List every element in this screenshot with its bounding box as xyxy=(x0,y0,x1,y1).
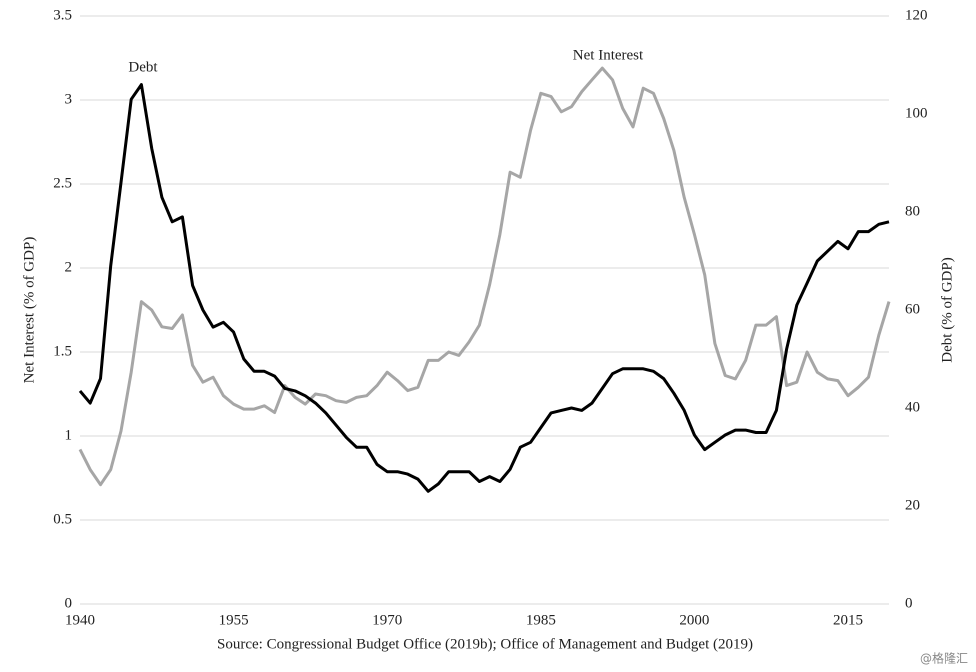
y2-tick-label: 40 xyxy=(905,399,920,415)
y2-tick-label: 20 xyxy=(905,497,920,513)
watermark: @格隆汇 xyxy=(920,651,968,666)
y2-axis-label: Debt (% of GDP) xyxy=(939,257,955,362)
series-annotation: Debt xyxy=(128,59,158,75)
y2-tick-label: 120 xyxy=(905,7,928,23)
source-note: Source: Congressional Budget Office (201… xyxy=(217,636,753,652)
y-tick-label: 2.5 xyxy=(53,175,72,191)
y2-tick-label: 0 xyxy=(905,595,913,611)
series-line xyxy=(78,83,890,493)
x-tick-label: 2015 xyxy=(833,612,863,628)
y-tick-label: 0.5 xyxy=(53,511,72,527)
series-annotation: Net Interest xyxy=(573,47,644,63)
x-tick-label: 1940 xyxy=(65,612,95,628)
series-line xyxy=(78,66,891,487)
y-tick-label: 3.5 xyxy=(53,7,72,23)
y2-tick-label: 100 xyxy=(905,105,928,121)
y2-tick-label: 60 xyxy=(905,301,920,317)
y-tick-label: 0 xyxy=(65,595,73,611)
y-tick-label: 1.5 xyxy=(53,343,72,359)
y-axis-label: Net Interest (% of GDP) xyxy=(21,237,37,384)
x-tick-label: 2000 xyxy=(679,612,709,628)
x-tick-label: 1970 xyxy=(372,612,402,628)
y2-tick-label: 80 xyxy=(905,203,920,219)
y-tick-label: 1 xyxy=(65,427,73,443)
x-tick-label: 1985 xyxy=(526,612,556,628)
y-tick-label: 2 xyxy=(65,259,73,275)
y-tick-label: 3 xyxy=(65,91,73,107)
x-tick-label: 1955 xyxy=(219,612,249,628)
